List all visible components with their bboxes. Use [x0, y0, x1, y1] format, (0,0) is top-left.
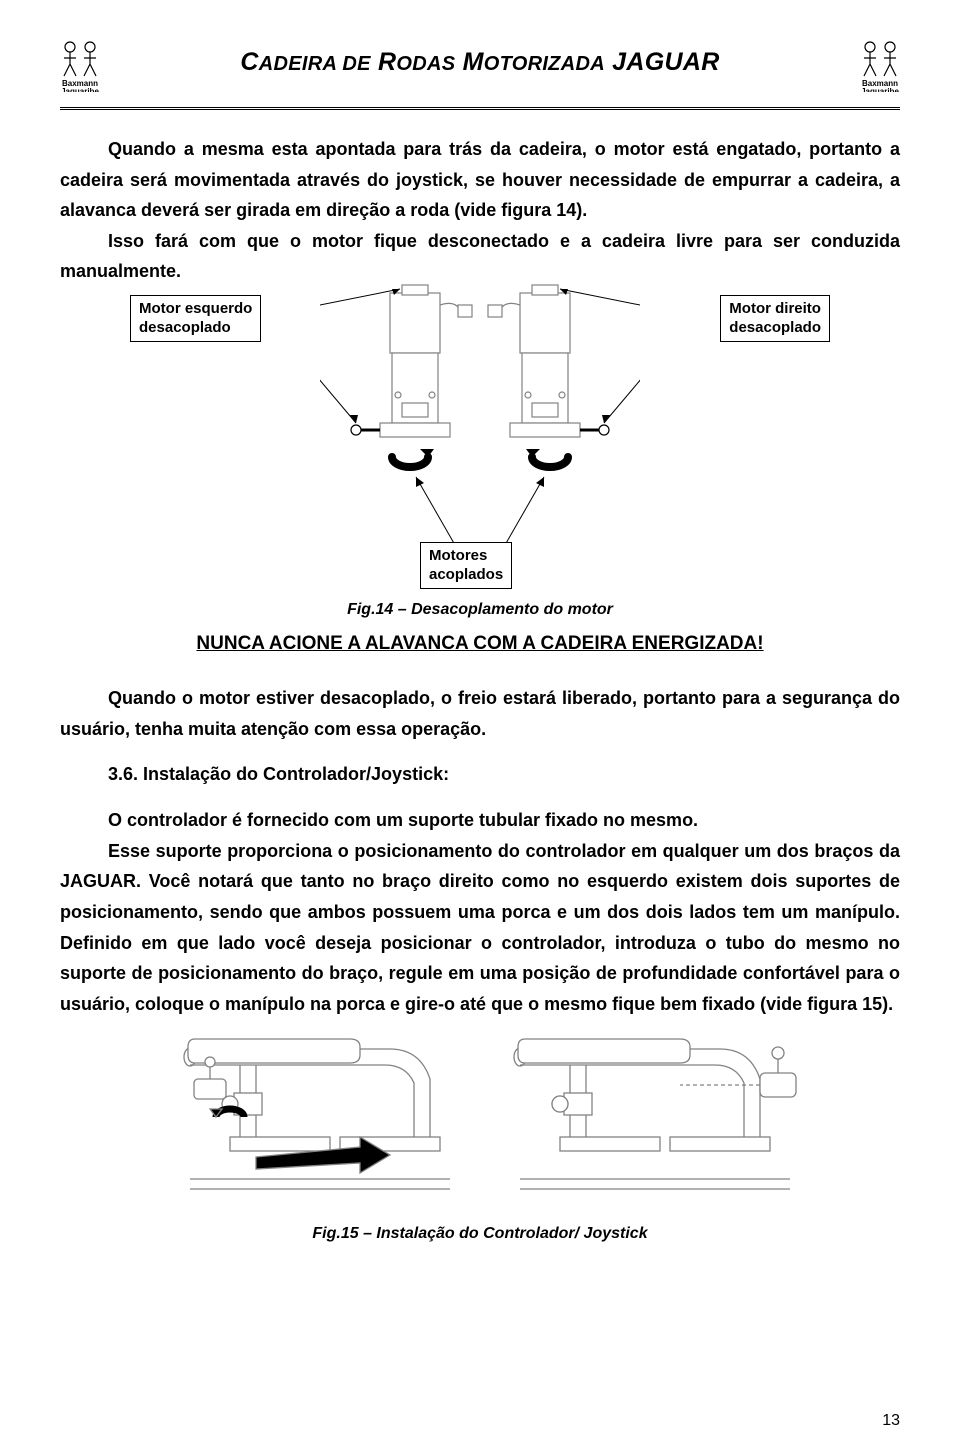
fig14-diagram	[320, 265, 640, 555]
fig14-label-right: Motor direito desacoplado	[720, 295, 830, 342]
logo-left: Baxmann Jaguaribe	[50, 32, 110, 92]
paragraph-1: Quando a mesma esta apontada para trás d…	[60, 134, 900, 226]
page-title: CADEIRA DE RODAS MOTORIZADA JAGUAR	[60, 30, 900, 77]
section-3-6-heading: 3.6. Instalação do Controlador/Joystick:	[108, 764, 900, 785]
fig15-caption: Fig.15 – Instalação do Controlador/ Joys…	[60, 1225, 900, 1243]
fig14-label-left-l1: Motor esquerdo	[139, 300, 252, 317]
figure-15-area	[60, 1029, 900, 1219]
svg-text:Jaguaribe: Jaguaribe	[861, 87, 899, 92]
fig15-diagram	[160, 1029, 810, 1219]
paragraph-4: O controlador é fornecido com um suporte…	[60, 805, 900, 836]
fig14-label-right-l2: desacoplado	[729, 319, 821, 336]
fig14-label-left-l2: desacoplado	[139, 319, 231, 336]
fig14-caption: Fig.14 – Desacoplamento do motor	[60, 601, 900, 619]
fig14-label-bottom-l1: Motores	[429, 547, 487, 564]
paragraph-5: Esse suporte proporciona o posicionament…	[60, 836, 900, 1020]
warning-text: NUNCA ACIONE A ALAVANCA COM A CADEIRA EN…	[60, 633, 900, 655]
page-header: Baxmann Jaguaribe CADEIRA DE RODAS MOTOR…	[60, 30, 900, 110]
svg-text:Jaguaribe: Jaguaribe	[61, 87, 99, 92]
page-number: 13	[882, 1412, 900, 1430]
fig14-label-bottom-l2: acoplados	[429, 566, 503, 583]
logo-right: Baxmann Jaguaribe	[850, 32, 910, 92]
fig14-label-bottom: Motores acoplados	[420, 542, 512, 589]
figure-14-area: Motor esquerdo desacoplado Motor direito…	[60, 291, 900, 591]
fig14-label-left: Motor esquerdo desacoplado	[130, 295, 261, 342]
fig14-label-right-l1: Motor direito	[729, 300, 821, 317]
paragraph-3: Quando o motor estiver desacoplado, o fr…	[60, 683, 900, 744]
